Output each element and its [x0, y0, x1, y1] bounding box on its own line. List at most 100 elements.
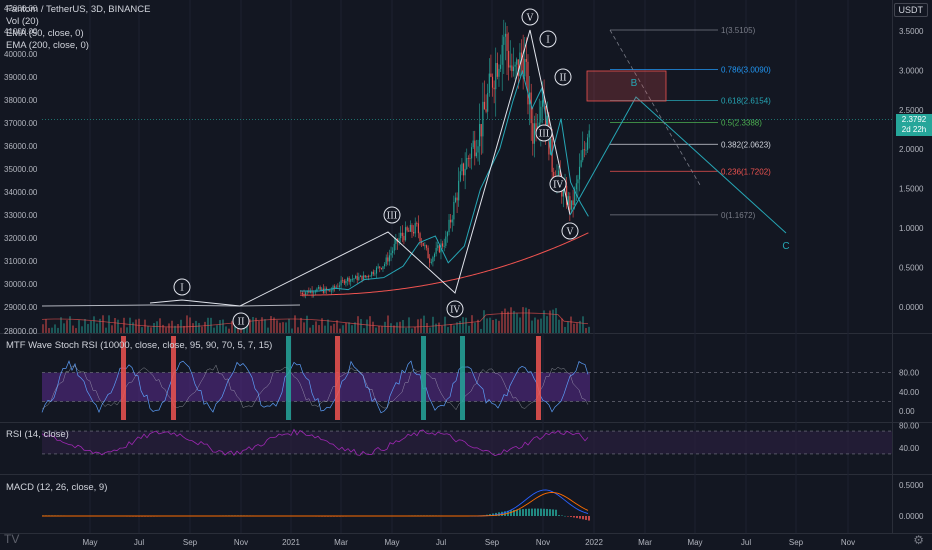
fib-level-label: 0(1.1672) — [721, 211, 756, 220]
candle-body — [490, 73, 492, 77]
macd-hist-bar — [531, 508, 533, 516]
candle-body — [445, 236, 447, 246]
candle-body — [393, 243, 395, 251]
settings-gear-icon[interactable]: ⚙ — [913, 533, 924, 547]
candle-body — [520, 52, 523, 59]
candle-body — [448, 219, 450, 233]
candle-body — [369, 275, 371, 277]
volume-bar — [45, 319, 47, 333]
macd-axis-label: 0.5000 — [899, 481, 924, 490]
volume-bar — [75, 328, 77, 333]
volume-bar — [582, 316, 584, 333]
candle-body — [303, 293, 305, 295]
volume-bar — [561, 318, 563, 333]
candle-body — [343, 280, 345, 284]
wave-label-text: II — [237, 318, 245, 328]
macd-hist-bar — [510, 510, 512, 516]
volume-bar — [138, 318, 140, 333]
volume-bar — [126, 327, 128, 333]
volume-bar — [480, 328, 482, 333]
candle-body — [382, 266, 384, 269]
volume-bar — [435, 323, 437, 333]
volume-bar — [129, 317, 131, 333]
left-axis-label: 35000.00 — [4, 165, 38, 174]
candle-body — [335, 286, 337, 288]
volume-bar — [252, 317, 254, 333]
macd-panel-label[interactable]: MACD (12, 26, close, 9) — [6, 482, 108, 493]
currency-button[interactable]: USDT — [893, 3, 928, 17]
candle-body — [583, 149, 585, 151]
symbol-title[interactable]: Fantom / TetherUS, 3D, BINANCE — [6, 4, 151, 15]
macd-hist-bar — [570, 516, 572, 517]
volume-bar — [471, 315, 473, 333]
early-price-line — [41, 304, 301, 307]
stoch-panel-label[interactable]: MTF Wave Stoch RSI (10000, close, close,… — [6, 340, 273, 351]
candle-body — [558, 170, 560, 176]
candle-body — [379, 266, 381, 268]
volume-bar — [333, 323, 335, 333]
macd-hist-bar — [516, 509, 518, 516]
volume-bar — [558, 319, 560, 333]
time-axis-label: Nov — [234, 538, 248, 547]
candle-body — [574, 189, 576, 205]
candle-body — [425, 245, 428, 248]
candle-body — [372, 271, 374, 274]
volume-bar — [468, 325, 470, 333]
candle-body — [329, 290, 331, 292]
vol-legend[interactable]: Vol (20) — [6, 16, 39, 27]
candle-body — [443, 245, 445, 247]
volume-bar — [330, 325, 332, 333]
candle-body — [472, 140, 474, 148]
volume-bar — [48, 328, 50, 333]
volume-bar — [141, 327, 143, 333]
macd-hist-bar — [537, 508, 539, 516]
candle-body — [500, 64, 502, 69]
volume-bar — [564, 326, 566, 333]
volume-bar — [552, 309, 554, 333]
volume-bar — [195, 320, 197, 333]
volume-bar — [132, 322, 134, 333]
volume-bar — [66, 320, 68, 333]
volume-bar — [144, 319, 146, 333]
volume-bar — [342, 325, 344, 333]
left-axis-label: 39000.00 — [4, 73, 38, 82]
wave-label-circle — [539, 30, 557, 48]
left-axis-label: 34000.00 — [4, 188, 38, 197]
stoch-axis-label: 40.00 — [899, 388, 920, 397]
volume-bar — [381, 326, 383, 333]
volume-bar — [513, 310, 515, 333]
left-axis-label: 32000.00 — [4, 234, 38, 243]
candle-body — [395, 238, 397, 244]
macd-hist-bar — [522, 509, 524, 516]
left-axis-label: 29000.00 — [4, 303, 38, 312]
candle-body — [527, 61, 529, 105]
macd-hist-bar — [513, 509, 515, 516]
candle-body — [416, 223, 418, 224]
volume-bar — [588, 326, 590, 333]
candle-body — [406, 227, 408, 231]
candle-body — [364, 275, 366, 278]
candle-body — [467, 158, 469, 159]
candle-body — [358, 276, 360, 280]
wave-label-text: I — [180, 284, 184, 294]
volume-bar — [120, 327, 122, 333]
ema50-legend[interactable]: EMA (50, close, 0) — [6, 28, 84, 39]
rsi-line — [41, 428, 589, 457]
candle-body — [516, 59, 518, 65]
ema200-legend[interactable]: EMA (200, close, 0) — [6, 40, 89, 51]
candle-body — [580, 160, 582, 167]
last-price-tag: 2.3792 2d 22h — [896, 114, 932, 136]
stoch-signal-bar — [286, 336, 291, 420]
wave-label-text: III — [387, 212, 398, 222]
volume-bar — [81, 326, 83, 333]
volume-bar — [93, 316, 95, 333]
volume-bar — [579, 320, 581, 333]
candle-body — [496, 62, 498, 77]
candle-body — [487, 93, 489, 112]
volume-bar — [534, 317, 536, 333]
volume-bar — [450, 324, 452, 333]
volume-bar — [315, 321, 317, 333]
rsi-panel-label[interactable]: RSI (14, close) — [6, 429, 69, 440]
candle-body — [498, 68, 500, 77]
